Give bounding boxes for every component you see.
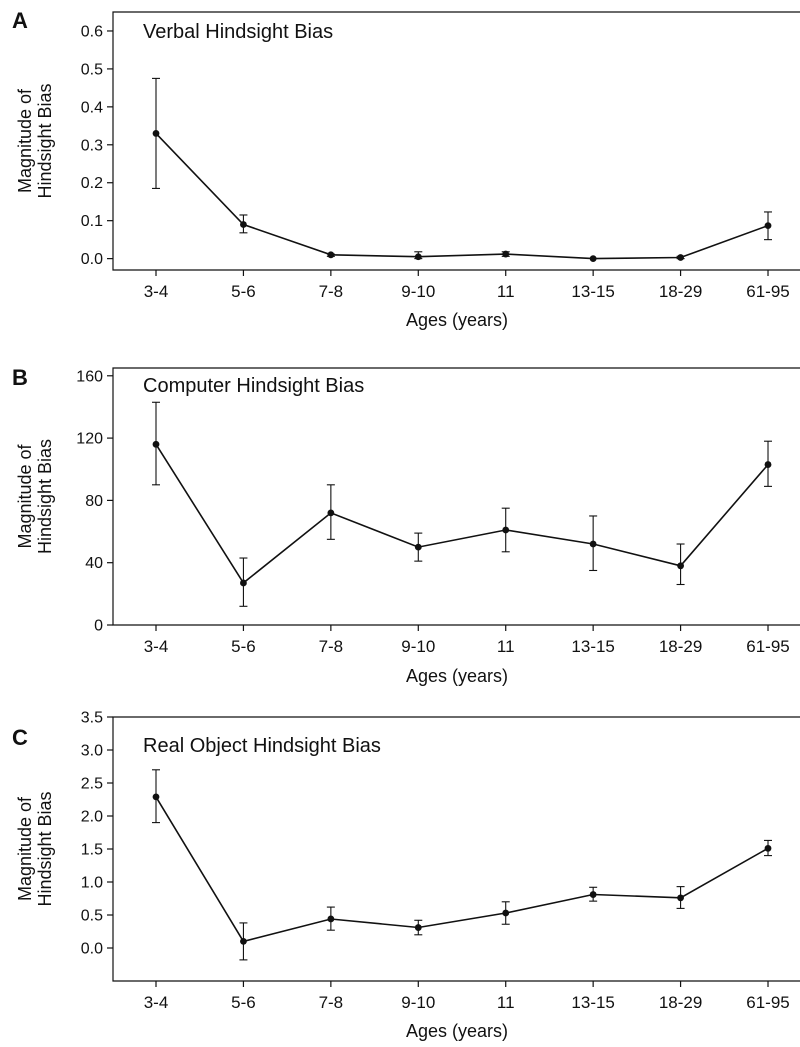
y-tick-label: 0.4: [81, 99, 103, 116]
data-point: [240, 221, 247, 228]
y-axis-title-line2: Hindsight Bias: [35, 439, 55, 554]
y-tick-label: 0: [94, 618, 103, 635]
x-tick-label: 13-15: [571, 637, 614, 656]
data-point: [327, 915, 335, 923]
y-tick-label: 1.0: [81, 875, 103, 892]
x-tick-label: 5-6: [231, 993, 256, 1012]
x-tick-label: 61-95: [746, 637, 789, 656]
y-tick-label: 0.3: [81, 137, 103, 154]
data-point: [677, 894, 684, 902]
y-tick-label: 0.1: [81, 213, 103, 230]
y-tick-label: 3.0: [81, 743, 103, 760]
y-axis-title-line1: Magnitude of: [15, 88, 35, 193]
y-tick-label: 0.6: [81, 23, 103, 40]
x-tick-label: 11: [497, 637, 515, 656]
panel-title: Real Object Hindsight Bias: [143, 735, 381, 757]
x-tick-label: 9-10: [401, 993, 435, 1012]
x-tick-label: 11: [497, 282, 515, 301]
data-point: [327, 251, 335, 259]
x-axis-title: Ages (years): [406, 310, 508, 330]
x-tick-label: 61-95: [746, 993, 789, 1012]
panel-c: C Real Object Hindsight Bias 0.0 0.5 1.0 1.5 2…: [12, 710, 800, 1041]
y-tick-label: 1.5: [81, 842, 103, 859]
y-axis-title-line1: Magnitude of: [15, 443, 35, 548]
data-point: [502, 250, 510, 258]
y-tick-label: 40: [85, 555, 103, 572]
data-point: [764, 461, 772, 468]
panel-title: Verbal Hindsight Bias: [143, 21, 333, 43]
data-point: [240, 579, 247, 587]
y-tick-label: 0.0: [81, 941, 103, 958]
y-tick-label: 2.0: [81, 809, 103, 826]
plot-frame: [112, 11, 800, 271]
x-tick-label: 7-8: [319, 282, 344, 301]
panel-letter: C: [12, 725, 28, 750]
x-tick-label: 7-8: [319, 637, 344, 656]
data-point: [502, 526, 510, 534]
y-tick-label: 0.2: [81, 175, 103, 192]
y-axis-title-line2: Hindsight Bias: [35, 83, 55, 198]
series-line: [155, 796, 769, 943]
data-point: [589, 891, 597, 898]
y-tick-label: 120: [76, 431, 103, 448]
x-tick-label: 9-10: [401, 282, 435, 301]
y-axis-title-line1: Magnitude of: [15, 796, 35, 901]
data-point: [152, 440, 160, 448]
data-point: [414, 253, 422, 261]
data-point: [152, 130, 160, 137]
y-tick-label: 160: [76, 368, 103, 385]
data-point: [589, 540, 597, 548]
x-axis-title: Ages (years): [406, 1021, 508, 1041]
data-point: [764, 844, 772, 852]
y-tick-label: 80: [85, 493, 103, 510]
data-point: [502, 909, 510, 917]
panel-a: A Verbal Hindsight Bias 0.0 0.1 0.2 0.3 0.4 0.5…: [12, 8, 800, 330]
panel-letter: B: [12, 365, 28, 390]
y-tick-label: 2.5: [81, 776, 103, 793]
series-line: [155, 132, 769, 260]
y-axis-title-line2: Hindsight Bias: [35, 791, 55, 906]
y-tick-label: 0.5: [81, 908, 103, 925]
data-point: [764, 222, 772, 230]
x-tick-label: 3-4: [144, 637, 169, 656]
x-tick-label: 13-15: [571, 993, 614, 1012]
x-axis-title: Ages (years): [406, 666, 508, 686]
x-tick-label: 3-4: [144, 282, 169, 301]
data-point: [240, 938, 247, 945]
data-point: [152, 793, 160, 801]
y-tick-label: 0.5: [81, 61, 103, 78]
x-tick-label: 11: [497, 993, 515, 1012]
panel-b: B Computer Hindsight Bias 0 40 80 120 160 Magni…: [12, 365, 800, 686]
panel-letter: A: [12, 8, 28, 33]
x-tick-label: 7-8: [319, 993, 344, 1012]
x-tick-label: 18-29: [659, 282, 702, 301]
x-tick-label: 9-10: [401, 637, 435, 656]
panel-title: Computer Hindsight Bias: [143, 375, 364, 397]
data-point: [589, 255, 597, 263]
series-line: [155, 443, 769, 585]
data-point: [677, 562, 684, 570]
x-tick-label: 18-29: [659, 993, 702, 1012]
plot-frame: [112, 367, 800, 626]
data-point: [414, 543, 422, 551]
x-tick-label: 61-95: [746, 282, 789, 301]
x-tick-label: 3-4: [144, 993, 169, 1012]
data-point: [677, 254, 684, 261]
data-point: [414, 924, 422, 931]
x-tick-label: 18-29: [659, 637, 702, 656]
data-point: [327, 509, 335, 517]
x-tick-label: 5-6: [231, 637, 256, 656]
y-tick-label: 3.5: [81, 710, 103, 727]
x-tick-label: 5-6: [231, 282, 256, 301]
y-tick-label: 0.0: [81, 251, 103, 268]
x-tick-label: 13-15: [571, 282, 614, 301]
